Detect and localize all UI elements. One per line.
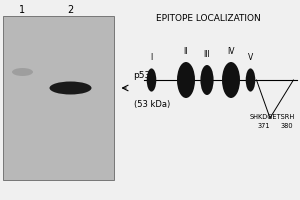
- Text: V: V: [248, 53, 253, 62]
- Ellipse shape: [12, 68, 33, 76]
- Ellipse shape: [147, 68, 156, 92]
- Text: (53 kDa): (53 kDa): [134, 100, 170, 109]
- Text: 1: 1: [20, 5, 26, 15]
- FancyBboxPatch shape: [3, 16, 114, 180]
- Text: SHKDGETSRH: SHKDGETSRH: [250, 114, 295, 120]
- Text: EPITOPE LOCALIZATION: EPITOPE LOCALIZATION: [156, 14, 261, 23]
- Text: I: I: [150, 53, 153, 62]
- Ellipse shape: [50, 81, 92, 94]
- Text: II: II: [184, 47, 188, 56]
- Text: p53: p53: [134, 71, 151, 80]
- Text: III: III: [204, 50, 210, 59]
- Text: IV: IV: [227, 47, 235, 56]
- Ellipse shape: [177, 62, 195, 98]
- Ellipse shape: [200, 65, 214, 95]
- Text: 380: 380: [281, 123, 293, 129]
- Ellipse shape: [222, 62, 240, 98]
- Text: 371: 371: [257, 123, 270, 129]
- Text: 2: 2: [68, 5, 74, 15]
- Ellipse shape: [246, 68, 255, 92]
